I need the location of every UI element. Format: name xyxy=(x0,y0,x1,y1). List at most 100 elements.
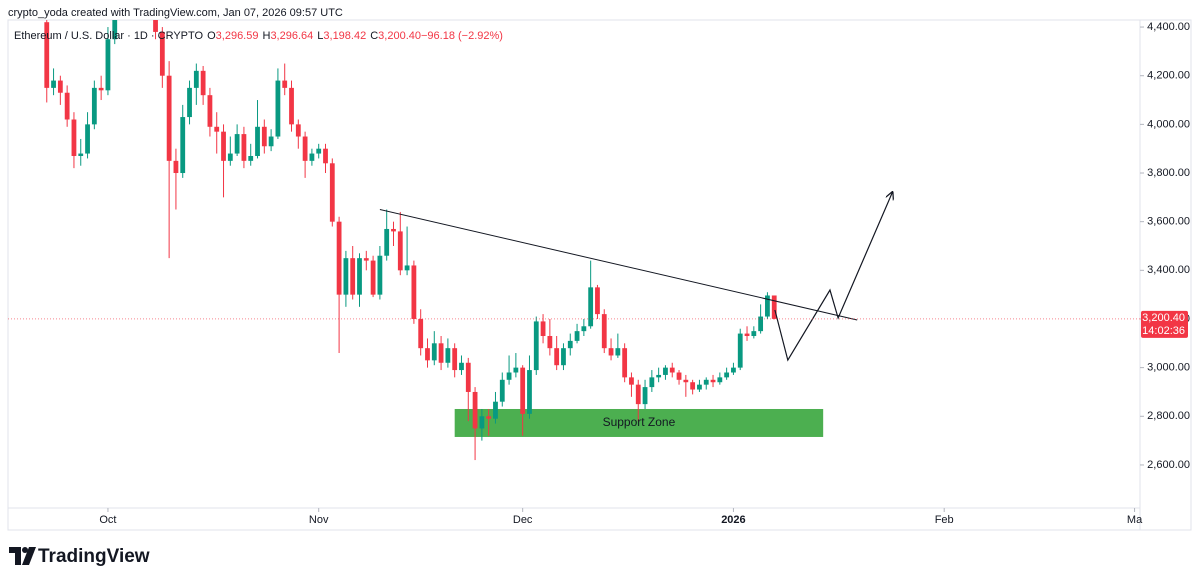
legend: Ethereum / U.S. Dollar · 1D · CRYPTO O3,2… xyxy=(14,30,503,42)
projection-path xyxy=(774,192,893,362)
legend-value: 3,296.64 xyxy=(270,30,313,42)
candle-body xyxy=(180,117,186,174)
candle-body xyxy=(153,20,158,32)
legend-value: 3,296.59 xyxy=(216,30,259,42)
candle-body xyxy=(309,153,315,161)
candle-body xyxy=(608,348,614,356)
legend-key: C xyxy=(370,30,378,42)
candle-body xyxy=(547,336,553,349)
candle-body xyxy=(85,124,90,154)
candle-body xyxy=(350,258,356,295)
candle-body xyxy=(302,136,308,161)
candle-body xyxy=(635,384,641,405)
x-tick-label: 2026 xyxy=(721,514,745,526)
candle-body xyxy=(207,95,213,127)
candle-body xyxy=(397,231,403,271)
candle-body xyxy=(51,80,56,88)
candle-body xyxy=(363,258,369,261)
candle-body xyxy=(336,221,342,295)
candle-body xyxy=(221,131,226,161)
candle-body xyxy=(690,382,696,390)
candle-body xyxy=(384,228,390,256)
candle-body xyxy=(663,367,668,375)
candle-body xyxy=(241,134,247,161)
last-price-box xyxy=(1141,310,1188,338)
candle-body xyxy=(357,258,362,295)
candle-body xyxy=(431,343,437,361)
candle-body xyxy=(744,333,750,337)
plot: Support Zone xyxy=(8,0,1140,461)
candle-body xyxy=(452,348,458,371)
candle-body xyxy=(404,265,410,271)
candle-body xyxy=(588,287,594,327)
candle-body xyxy=(64,92,70,120)
candle-body xyxy=(574,331,580,341)
candle-body xyxy=(649,377,655,388)
candle-body xyxy=(506,372,512,380)
candle-body xyxy=(323,148,328,164)
candle-body xyxy=(595,287,600,315)
candle-body xyxy=(486,416,492,419)
candle-body xyxy=(459,362,464,371)
candle-body xyxy=(669,367,675,373)
y-tick-label: 3,000.00 xyxy=(1147,362,1190,374)
candle-body xyxy=(676,372,682,380)
candle-body xyxy=(438,343,444,363)
countdown-label: 14:02:36 xyxy=(1142,325,1185,337)
candle-body xyxy=(554,348,560,366)
candle-body xyxy=(758,316,764,332)
x-tick-label: Feb xyxy=(935,514,954,526)
candle-body xyxy=(601,314,607,349)
candle-body xyxy=(98,87,104,91)
candle-body xyxy=(289,87,294,125)
candle-body xyxy=(499,379,505,402)
candle-body xyxy=(44,22,50,88)
panel-frame xyxy=(7,19,1192,531)
candle-body xyxy=(105,39,111,91)
candle-body xyxy=(724,372,730,378)
candle-body xyxy=(133,0,138,5)
candle-body xyxy=(370,260,376,295)
candle-body xyxy=(697,384,702,390)
candle-body xyxy=(717,377,723,383)
candle-body xyxy=(465,362,471,392)
candle-body xyxy=(540,321,546,337)
candle-body xyxy=(581,326,587,332)
candle-body xyxy=(234,134,240,154)
y-tick-label: 4,000.00 xyxy=(1147,118,1190,130)
candle-body xyxy=(765,295,770,317)
candle-body xyxy=(567,340,573,349)
candle-body xyxy=(200,70,206,96)
candle-body xyxy=(193,70,199,88)
candle-body xyxy=(737,333,743,368)
candle-body xyxy=(472,391,478,429)
candle-body xyxy=(411,265,417,319)
candle-body xyxy=(159,31,165,76)
candle-body xyxy=(377,255,383,295)
symbol: Ethereum / U.S. Dollar · 1D · CRYPTO xyxy=(14,30,204,42)
candle-body xyxy=(710,379,716,383)
candle-body xyxy=(493,401,498,419)
y-tick-label: 3,600.00 xyxy=(1147,216,1190,228)
last-price-label: 3,200.40 xyxy=(1142,312,1185,324)
candle-body xyxy=(418,318,424,349)
candle-body xyxy=(268,136,274,147)
candle-body xyxy=(751,331,757,337)
brand-logo xyxy=(9,547,36,565)
candle-body xyxy=(112,20,118,40)
x-tick-label: Dec xyxy=(513,514,533,526)
y-tick-label: 4,200.00 xyxy=(1147,70,1190,82)
candle-body xyxy=(91,87,97,125)
candle-body xyxy=(282,80,288,88)
candle-body xyxy=(629,377,634,385)
candle-body xyxy=(187,87,192,118)
candle-body xyxy=(513,367,519,373)
candle-body xyxy=(527,370,532,414)
x-tick-label: Oct xyxy=(99,514,116,526)
candle-body xyxy=(445,348,451,363)
y-tick-label: 3,400.00 xyxy=(1147,264,1190,276)
legend-value: −96.18 (−2.92%) xyxy=(421,30,503,42)
candle-body xyxy=(57,80,63,93)
x-tick-label: Ma xyxy=(1127,514,1143,526)
candle-body xyxy=(656,374,662,378)
